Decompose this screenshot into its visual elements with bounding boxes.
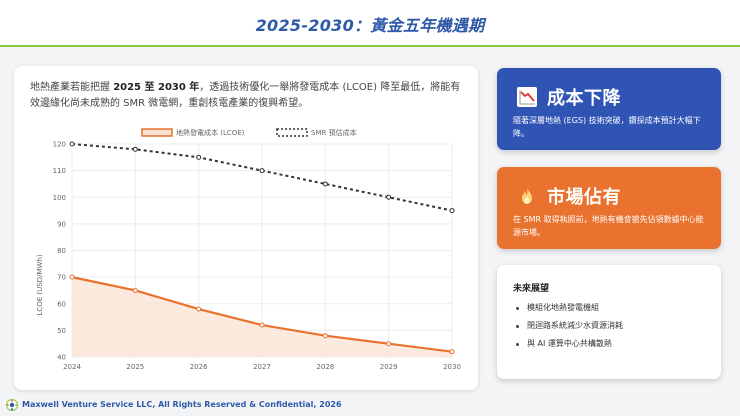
y-tick-label: 90: [57, 220, 66, 228]
legend-swatch-smr: [276, 128, 308, 137]
legend-swatch-geothermal: [141, 128, 173, 137]
data-point-geothermal: [449, 349, 455, 355]
data-point-geothermal: [196, 306, 202, 312]
x-tick-label: 2027: [253, 363, 271, 371]
data-point-geothermal: [69, 274, 75, 280]
market-share-desc: 在 SMR 取得執照前，地熱有機會搶先佔領數據中心能源市場。: [513, 215, 704, 237]
cost-decline-title: 成本下降: [547, 88, 621, 109]
cost-line-chart: 地熱發電成本 (LCOE) SMR 預估成本 LCOE (USD/MWh) 40…: [36, 128, 461, 371]
x-tick-label: 2028: [316, 363, 334, 371]
outlook-item: 與 AI 運算中心共構散熱: [513, 335, 623, 353]
header-divider: [0, 45, 740, 47]
x-tick-label: 2029: [380, 363, 398, 371]
data-point-geothermal: [132, 287, 138, 293]
data-point-smr: [196, 154, 202, 160]
y-tick-label: 70: [57, 274, 66, 282]
y-tick-label: 110: [53, 167, 66, 175]
legend-label-geothermal: 地熱發電成本 (LCOE): [176, 128, 245, 137]
chart-card: 地熱產業若能把握 2025 至 2030 年，透過技術優化一舉將發電成本 (LC…: [14, 66, 478, 390]
data-point-smr: [322, 181, 328, 187]
data-point-smr: [386, 194, 392, 200]
outlook-item: 閉迴路系統減少水資源消耗: [513, 317, 623, 335]
y-tick-label: 120: [53, 141, 66, 149]
data-point-geothermal: [386, 341, 392, 347]
data-point-smr: [132, 146, 138, 152]
market-share-card: 市場佔有 在 SMR 取得執照前，地熱有機會搶先佔領數據中心能源市場。: [497, 167, 721, 249]
data-point-smr: [259, 168, 265, 174]
y-tick-label: 40: [57, 354, 66, 362]
x-tick-label: 2025: [126, 363, 144, 371]
cost-decline-desc: 隨著深層地熱 (EGS) 技術突破，鑽探成本預計大幅下降。: [513, 116, 701, 138]
y-tick-label: 100: [53, 194, 66, 202]
intro-part2: ，透過技術優化一舉將發電成本 (LCOE) 降至最低，將能有效邊緣化尚未成熟的 …: [30, 82, 461, 109]
outlook-list: 模組化地熱發電機組 閉迴路系統減少水資源消耗 與 AI 運算中心共構散熱: [513, 299, 623, 353]
chart-down-icon: [517, 87, 537, 107]
outlook-title: 未來展望: [513, 284, 550, 294]
company-logo-icon: [6, 399, 18, 411]
y-tick-label: 80: [57, 247, 66, 255]
legend-label-smr: SMR 預估成本: [311, 128, 357, 137]
footer: Maxwell Venture Service LLC, All Rights …: [0, 398, 740, 414]
chart-plot: [69, 141, 455, 357]
header: 2025-2030：黃金五年機遇期: [0, 0, 740, 47]
y-tick-label: 50: [57, 327, 66, 335]
market-share-title: 市場佔有: [547, 187, 621, 208]
page-title: 2025-2030：黃金五年機遇期: [255, 16, 485, 35]
y-axis-label: LCOE (USD/MWh): [36, 254, 44, 315]
chart-legend: 地熱發電成本 (LCOE) SMR 預估成本: [141, 128, 357, 137]
intro-bold: 2025 至 2030 年: [113, 82, 200, 93]
data-point-geothermal: [322, 333, 328, 339]
x-tick-label: 2026: [190, 363, 208, 371]
series-area-geothermal: [72, 277, 452, 357]
data-point-smr: [69, 141, 75, 147]
cost-decline-card: 成本下降 隨著深層地熱 (EGS) 技術突破，鑽探成本預計大幅下降。: [497, 68, 721, 150]
data-point-geothermal: [259, 322, 265, 328]
footer-copyright: Maxwell Venture Service LLC, All Rights …: [22, 400, 342, 409]
outlook-card: 未來展望 模組化地熱發電機組 閉迴路系統減少水資源消耗 與 AI 運算中心共構散…: [497, 265, 721, 379]
x-tick-label: 2024: [63, 363, 81, 371]
outlook-item: 模組化地熱發電機組: [513, 299, 623, 317]
intro-text: 地熱產業若能把握 2025 至 2030 年，透過技術優化一舉將發電成本 (LC…: [30, 80, 462, 112]
flame-icon: [522, 188, 532, 204]
y-tick-label: 60: [57, 300, 66, 308]
intro-part1: 地熱產業若能把握: [30, 82, 114, 93]
data-point-smr: [449, 208, 455, 214]
x-tick-label: 2030: [443, 363, 461, 371]
